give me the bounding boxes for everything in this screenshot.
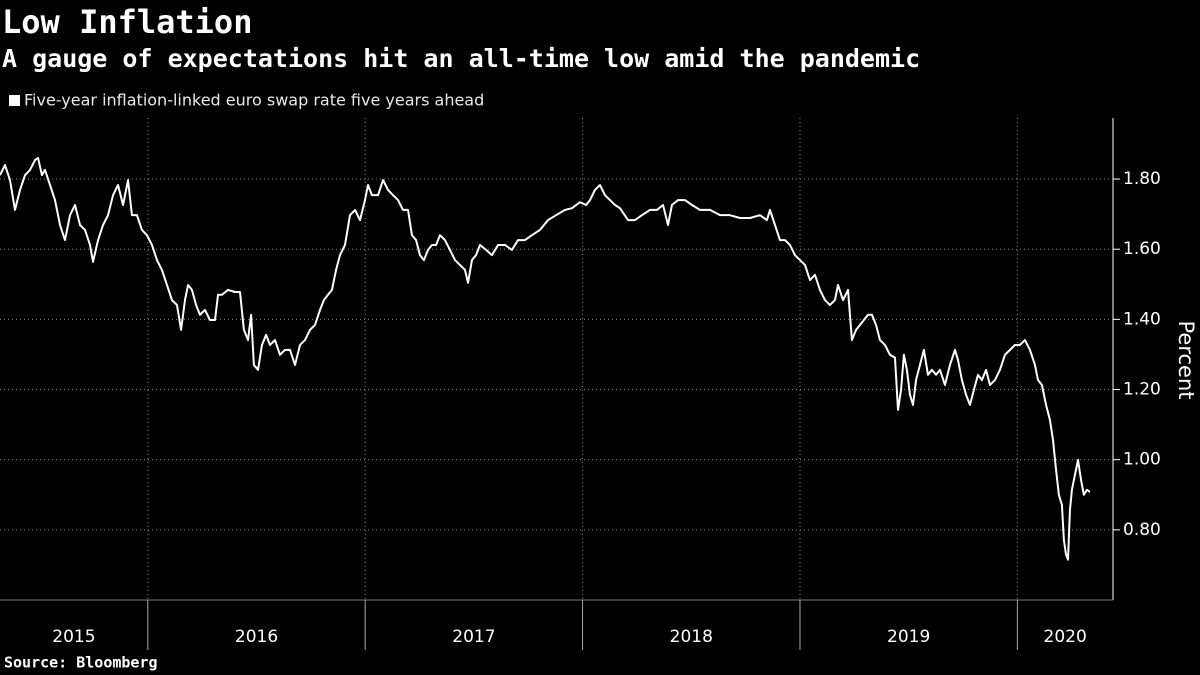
- y-tick-label: 1.00: [1123, 450, 1161, 470]
- line: [0, 156, 1091, 561]
- y-tick-label: 1.80: [1123, 169, 1161, 189]
- legend-swatch: [9, 95, 20, 106]
- legend-label: Five-year inflation-linked euro swap rat…: [24, 91, 484, 110]
- chart-subtitle: A gauge of expectations hit an all-time …: [2, 44, 920, 73]
- source: Source: Bloomberg: [4, 654, 158, 672]
- x-tick-label: 2017: [452, 627, 495, 647]
- y-axis-title: Percent: [1174, 320, 1198, 399]
- y-tick-label: 0.80: [1123, 520, 1161, 540]
- x-tick-label: 2020: [1044, 627, 1087, 647]
- x-tick-label: 2018: [670, 627, 713, 647]
- x-tick-label: 2019: [887, 627, 930, 647]
- x-tick-label: 2015: [52, 627, 95, 647]
- y-tick-label: 1.40: [1123, 309, 1161, 329]
- y-tick-label: 1.60: [1123, 239, 1161, 259]
- y-tick-label: 1.20: [1123, 380, 1161, 400]
- chart-title: Low Inflation: [2, 3, 252, 41]
- x-tick-label: 2016: [235, 627, 278, 647]
